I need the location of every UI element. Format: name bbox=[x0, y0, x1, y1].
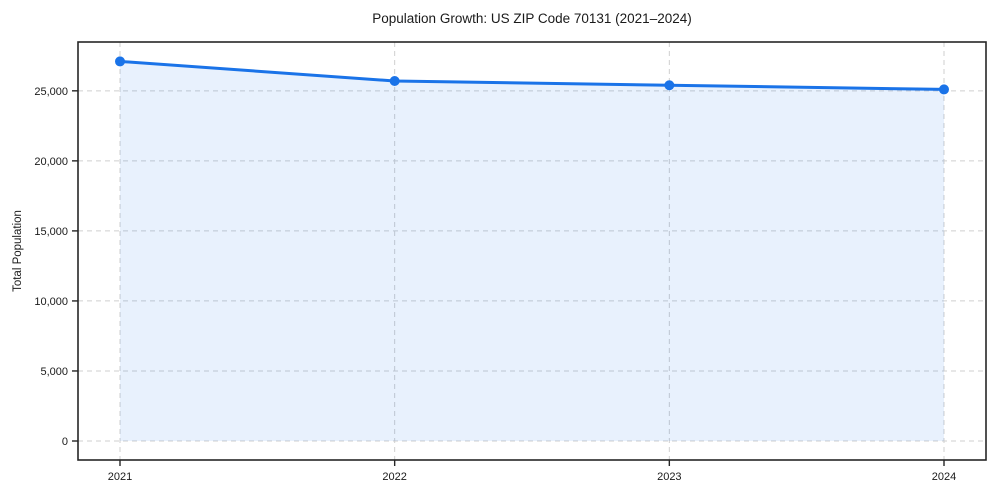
chart-title: Population Growth: US ZIP Code 70131 (20… bbox=[372, 11, 692, 26]
y-tick-label: 5,000 bbox=[40, 366, 68, 378]
data-line bbox=[118, 59, 946, 91]
area-fill bbox=[120, 61, 944, 442]
data-point bbox=[115, 56, 125, 67]
y-tick-label: 15,000 bbox=[34, 226, 68, 238]
y-tick-label: 0 bbox=[62, 436, 68, 448]
y-tick-label: 25,000 bbox=[34, 86, 68, 98]
x-tick-label: 2024 bbox=[932, 471, 956, 483]
x-tick-label: 2022 bbox=[382, 471, 406, 483]
data-point bbox=[664, 80, 675, 91]
plot-border bbox=[77, 41, 987, 461]
data-point bbox=[389, 76, 400, 87]
x-tick-label: 2023 bbox=[657, 471, 681, 483]
y-tick-label: 10,000 bbox=[34, 296, 68, 308]
x-tick-label: 2021 bbox=[108, 471, 132, 483]
y-tick-label: 20,000 bbox=[34, 156, 68, 168]
y-axis-label: Total Population bbox=[12, 210, 24, 292]
data-point bbox=[939, 84, 949, 95]
